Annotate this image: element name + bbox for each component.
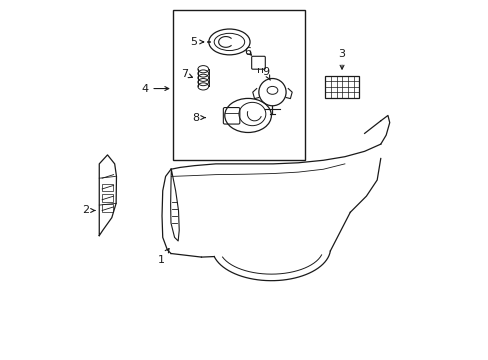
Bar bbox=[102, 194, 113, 202]
Text: 1: 1 bbox=[158, 248, 169, 265]
Text: 6: 6 bbox=[244, 46, 251, 57]
Bar bbox=[102, 204, 113, 212]
Text: 7: 7 bbox=[181, 69, 192, 79]
Bar bbox=[172, 10, 305, 160]
Text: 2: 2 bbox=[82, 206, 95, 216]
Text: 4: 4 bbox=[141, 84, 168, 94]
Text: 8: 8 bbox=[192, 113, 205, 123]
Text: 5: 5 bbox=[190, 37, 203, 47]
Bar bbox=[325, 76, 359, 98]
Text: 9: 9 bbox=[262, 67, 270, 80]
Text: 3: 3 bbox=[338, 49, 345, 69]
Bar bbox=[102, 184, 113, 192]
